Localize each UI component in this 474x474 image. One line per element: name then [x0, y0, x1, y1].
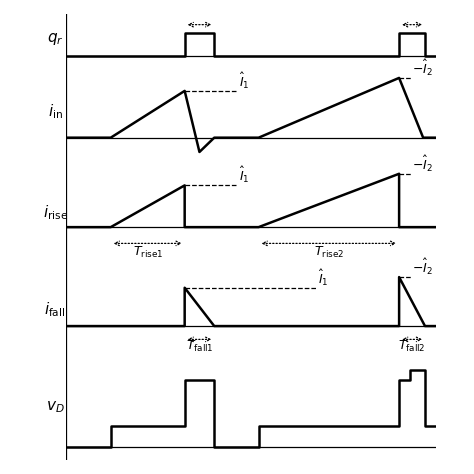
- Y-axis label: $v_D$: $v_D$: [46, 400, 64, 415]
- Text: $\hat{I}_1$: $\hat{I}_1$: [318, 268, 329, 288]
- Text: $-\hat{I}_2$: $-\hat{I}_2$: [412, 58, 433, 78]
- Text: $T_{\mathrm{fall1}}$: $T_{\mathrm{fall1}}$: [186, 339, 213, 354]
- Y-axis label: $i_{\mathrm{in}}$: $i_{\mathrm{in}}$: [48, 102, 63, 121]
- Y-axis label: $i_{\mathrm{rise}}$: $i_{\mathrm{rise}}$: [43, 203, 68, 222]
- Y-axis label: $q_r$: $q_r$: [47, 31, 64, 46]
- Text: $-\hat{I}_2$: $-\hat{I}_2$: [412, 257, 433, 277]
- Text: $T_{\mathrm{fall2}}$: $T_{\mathrm{fall2}}$: [398, 339, 426, 354]
- Y-axis label: $i_{\mathrm{fall}}$: $i_{\mathrm{fall}}$: [45, 301, 66, 319]
- Text: $\hat{I}_1$: $\hat{I}_1$: [239, 165, 250, 185]
- Text: $-\hat{I}_2$: $-\hat{I}_2$: [412, 154, 433, 174]
- Text: $T_{\mathrm{rise2}}$: $T_{\mathrm{rise2}}$: [314, 245, 344, 260]
- Text: $\hat{I}_1$: $\hat{I}_1$: [239, 71, 250, 91]
- Text: $T_{\mathrm{rise1}}$: $T_{\mathrm{rise1}}$: [133, 245, 163, 260]
